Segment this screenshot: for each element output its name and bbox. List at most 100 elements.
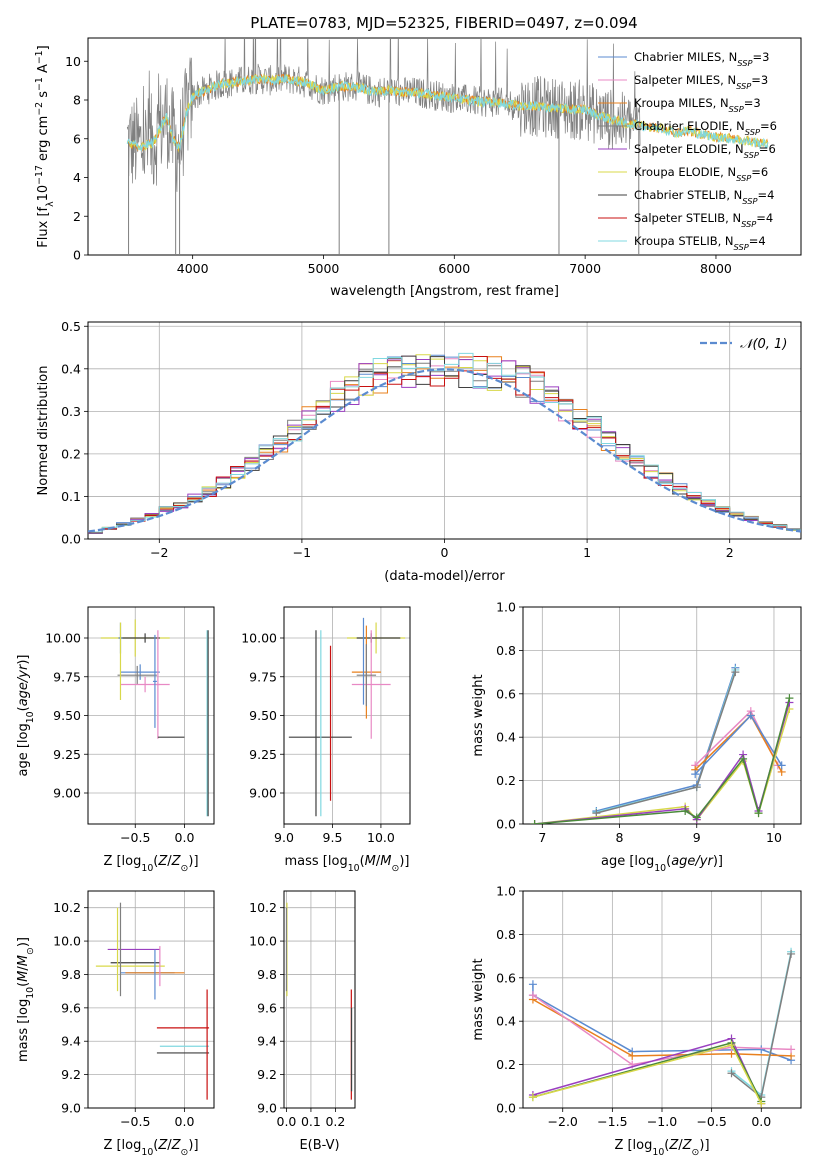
- axes-frame: [283, 890, 356, 1109]
- legend-entry: Salpeter ELODIE, NSSP=6: [634, 142, 776, 160]
- x-tick-label: −1: [293, 545, 311, 560]
- figure-title: PLATE=0783, MJD=52325, FIBERID=0497, z=0…: [250, 14, 637, 32]
- x-axis-label: wavelength [Angstrom, rest frame]: [330, 284, 559, 299]
- axes-frame: [87, 321, 802, 540]
- series-marker: [787, 949, 796, 958]
- axes-frame: [87, 890, 215, 1109]
- y-axis-label: mass weight: [471, 674, 486, 756]
- crosses: [285, 902, 353, 1100]
- y-tick-label: 0.8: [496, 927, 516, 942]
- panel-age-vs-mass: 9.0 9.5 10.0 9.00 9.25 9.50 9.75 10.00 mass [log…: [241, 606, 411, 874]
- y-tick-label: 9.0: [257, 1101, 277, 1116]
- y-tick-label: 0.0: [61, 532, 81, 547]
- y-tick-label: 0.0: [496, 817, 516, 832]
- y-tick-label: 9.2: [61, 1067, 81, 1082]
- y-tick-label: 9.6: [257, 1000, 277, 1015]
- legend-entry: Kroupa MILES, NSSP=3: [634, 96, 761, 114]
- x-axis-label: Z [log10(Z/Z⊙)]: [614, 1138, 709, 1158]
- x-tick-label: 9: [693, 830, 701, 845]
- legend-entry: Kroupa ELODIE, NSSP=6: [634, 165, 768, 183]
- x-tick-label: 9.5: [323, 830, 343, 845]
- legend-entry: Salpeter STELIB, NSSP=4: [634, 211, 773, 229]
- y-tick-label: 10.2: [249, 900, 277, 915]
- y-tick-label: 9.2: [257, 1067, 277, 1082]
- y-tick-label: 1.0: [496, 884, 516, 899]
- y-tick-label: 10.0: [249, 934, 277, 949]
- y-tick-label: 8: [73, 93, 81, 108]
- x-tick-label: 5000: [308, 261, 340, 276]
- x-tick-label: 0.1: [301, 1114, 321, 1129]
- legend-entry: Chabrier MILES, NSSP=3: [634, 50, 769, 68]
- x-tick-label: 10: [766, 830, 782, 845]
- series-marker: [757, 1099, 766, 1108]
- y-tick-label: 9.75: [249, 669, 277, 684]
- y-axis-label: age [log10(age/yr)]: [16, 654, 36, 776]
- series-marker: [530, 820, 539, 824]
- y-tick-label: 0.6: [496, 970, 516, 985]
- series-marker: [739, 754, 748, 763]
- x-tick-label: 1: [583, 545, 591, 560]
- series-marker: [757, 1045, 766, 1054]
- panel-weight-vs-Z: −2.0 −1.5 −1.0 −0.5 0.0 0.0 0.2 0.4 0.6 0.8 1.0 Z […: [471, 884, 802, 1158]
- x-tick-label: 7000: [569, 261, 601, 276]
- x-axis-label: Z [log10(Z/Z⊙)]: [103, 1138, 198, 1158]
- series-marker: [592, 809, 601, 818]
- x-tick-label: 10.0: [367, 830, 395, 845]
- axes-frame: [522, 606, 802, 825]
- series-group: [530, 663, 794, 824]
- series-line: [596, 669, 737, 813]
- x-tick-label: −1.0: [647, 1114, 677, 1129]
- x-tick-label: −0.5: [120, 1114, 150, 1129]
- y-tick-label: 0.3: [61, 404, 81, 419]
- y-axis-label: mass [log10(M/M⊙)]: [16, 937, 36, 1062]
- histograms: [88, 352, 801, 534]
- legend-entry: Chabrier STELIB, NSSP=4: [634, 188, 774, 206]
- series-marker: [692, 813, 701, 822]
- x-tick-label: −0.5: [120, 830, 150, 845]
- series-line: [534, 702, 791, 824]
- y-tick-label: 9.25: [53, 747, 81, 762]
- y-tick-label: 2: [73, 209, 81, 224]
- panel-spectrum: 4000 5000 6000 7000 8000 0 2 4 6 8 10 wavelength [A…: [34, 37, 802, 299]
- legend-entry: Salpeter MILES, NSSP=3: [634, 73, 768, 91]
- y-tick-label: 0.5: [61, 319, 81, 334]
- x-axis-label: mass [log10(M/M⊙)]: [285, 854, 410, 874]
- x-tick-label: 7: [538, 830, 546, 845]
- normal-curve: [88, 368, 801, 533]
- y-tick-label: 9.0: [61, 1101, 81, 1116]
- legend-entry: Chabrier ELODIE, NSSP=6: [634, 119, 777, 137]
- x-tick-label: 0.0: [175, 830, 195, 845]
- x-tick-label: 9.0: [274, 830, 294, 845]
- y-tick-label: 0.2: [496, 773, 516, 788]
- x-tick-label: 0.0: [175, 1114, 195, 1129]
- x-tick-label: 0: [441, 545, 449, 560]
- legend-entry: 𝒩(0, 1): [740, 337, 787, 352]
- y-tick-label: 0.6: [496, 686, 516, 701]
- y-tick-label: 9.4: [61, 1034, 81, 1049]
- legend: Chabrier MILES, NSSP=3 Salpeter MILES, NS…: [598, 50, 777, 252]
- x-tick-label: −0.5: [696, 1114, 726, 1129]
- y-tick-label: 10.2: [53, 900, 81, 915]
- y-tick-label: 0.4: [496, 1014, 516, 1029]
- y-tick-label: 10.00: [45, 631, 81, 646]
- series-marker: [628, 1051, 637, 1060]
- model-spectrum: [126, 73, 769, 153]
- series-marker: [754, 809, 763, 818]
- panel-residuals: −2 −1 0 1 2 0.0 0.1 0.2 0.3 0.4 0.5 (data-model)/er…: [36, 319, 802, 584]
- x-tick-label: 8000: [700, 261, 732, 276]
- x-tick-label: 8: [616, 830, 624, 845]
- legend-entry: Kroupa STELIB, NSSP=4: [634, 234, 766, 252]
- series-line: [532, 998, 792, 1057]
- panel-mass-vs-ebv: 0.0 0.1 0.2 9.0 9.2 9.4 9.6 9.8 10.0 10.2 E(B-V): [249, 890, 356, 1153]
- y-axis-label: Normed distribution: [36, 366, 51, 496]
- x-axis-label: age [log10(age/yr)]: [601, 854, 723, 874]
- series-group: [528, 947, 796, 1108]
- histogram-step: [88, 352, 801, 533]
- x-tick-label: 0.0: [751, 1114, 771, 1129]
- x-tick-label: 4000: [177, 261, 209, 276]
- series-marker: [692, 783, 701, 792]
- x-tick-label: 0.0: [277, 1114, 297, 1129]
- series-line: [534, 697, 791, 824]
- x-tick-label: −1.5: [597, 1114, 627, 1129]
